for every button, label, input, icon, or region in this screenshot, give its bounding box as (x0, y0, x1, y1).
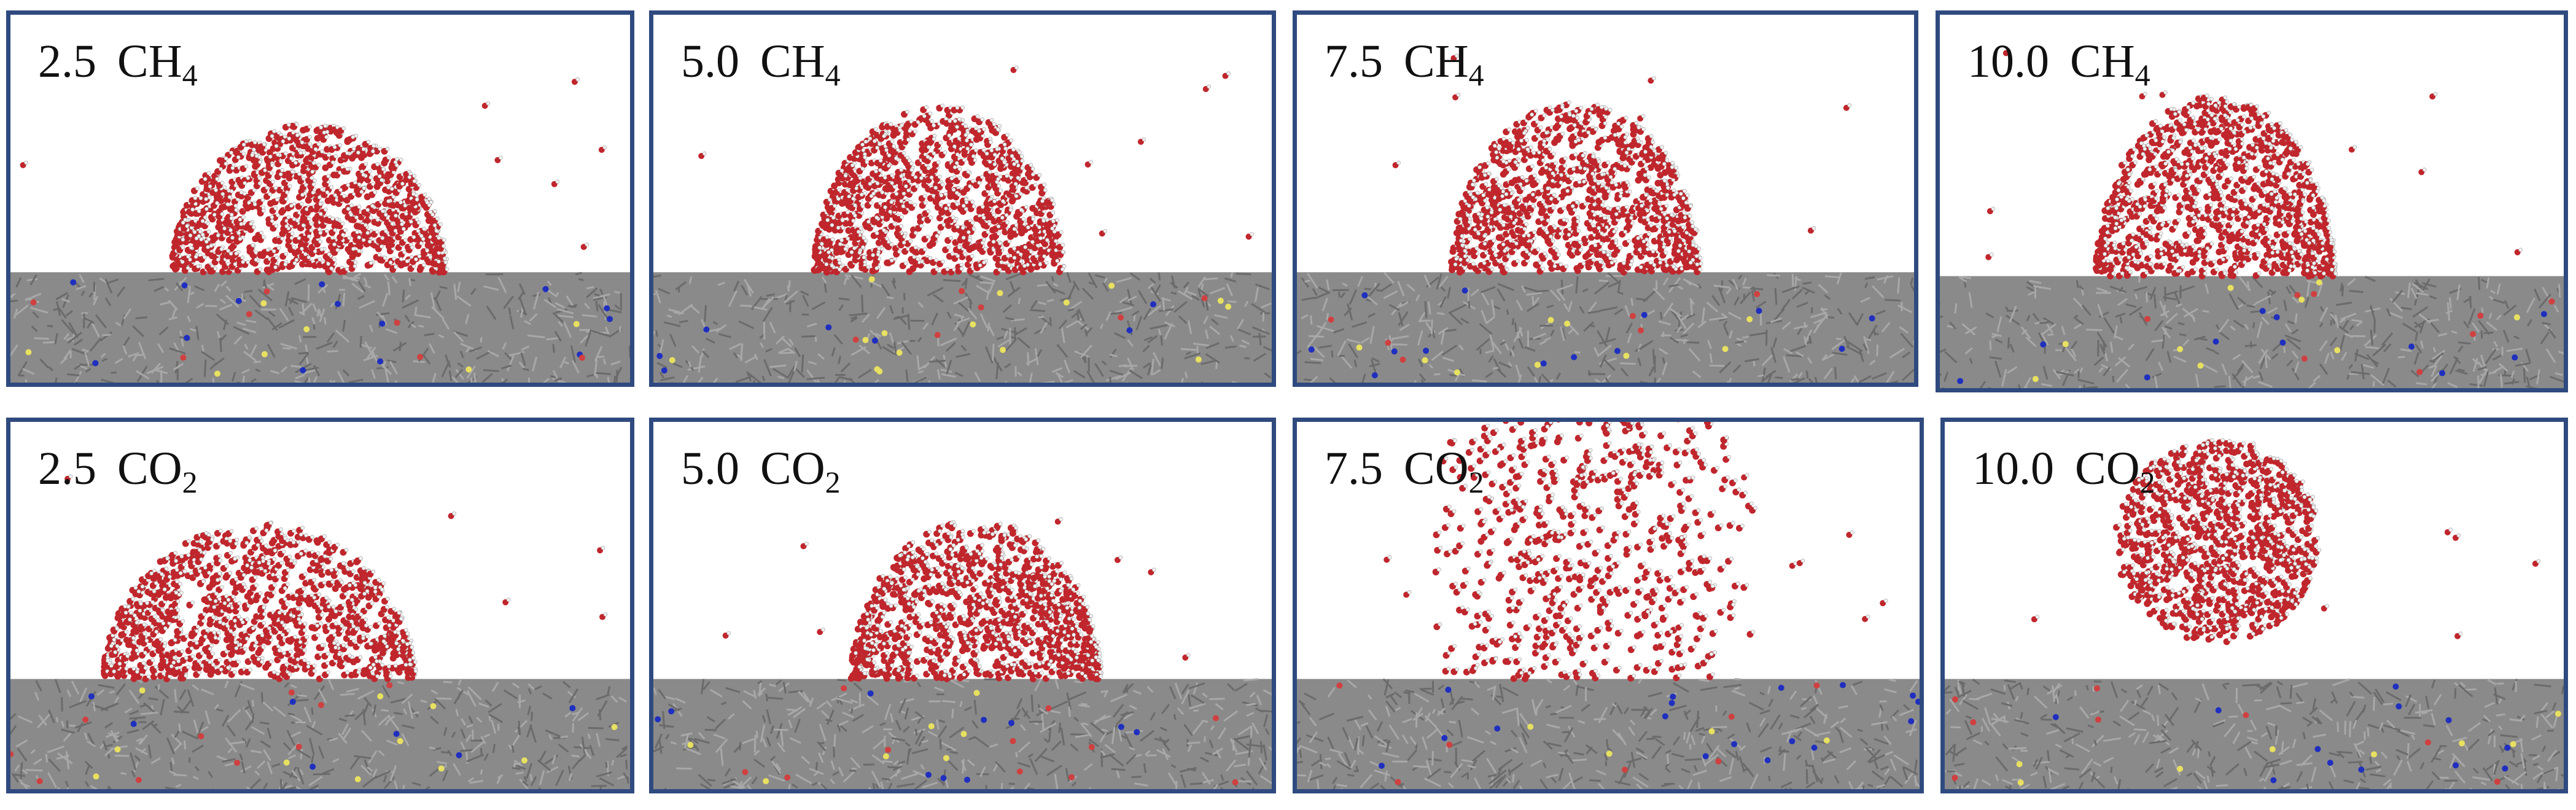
substrate-slab (1945, 678, 2564, 789)
substrate-slab (10, 271, 630, 383)
water-droplet (1392, 53, 1852, 276)
molecular-snapshot (1297, 53, 1914, 383)
panel-label: 10.0 CO2 (1972, 443, 2155, 499)
substrate-slab (10, 678, 630, 789)
panel-7.5-ch4: 7.5 CH4 (1293, 10, 1918, 387)
molecular-snapshot (10, 77, 630, 383)
panel-label: 2.5 CH4 (38, 36, 198, 92)
substrate-slab (1297, 271, 1914, 383)
panel-10.0-ch4: 10.0 CH4 (1936, 10, 2568, 392)
panel-5.0-ch4: 5.0 CH4 (649, 10, 1276, 387)
panel-5.0-co2: 5.0 CO2 (649, 418, 1276, 793)
panel-label: 10.0 CH4 (1967, 36, 2150, 92)
molecular-snapshot (653, 517, 1272, 789)
molecular-snapshot (10, 474, 630, 789)
water-droplet (722, 517, 1191, 682)
panel-2.5-ch4: 2.5 CH4 (6, 10, 634, 387)
water-droplet (1383, 422, 1888, 682)
panel-10.0-co2: 10.0 CO2 (1940, 418, 2568, 793)
panel-2.5-co2: 2.5 CO2 (6, 418, 634, 793)
water-droplet (698, 65, 1254, 276)
molecular-snapshot (1945, 438, 2564, 789)
panel-7.5-co2: 7.5 CO2 (1293, 418, 1924, 793)
water-droplet (64, 474, 608, 683)
substrate-slab (653, 678, 1272, 789)
molecular-snapshot (1297, 422, 1920, 789)
water-droplet (20, 77, 607, 276)
panel-label: 7.5 CH4 (1325, 36, 1484, 92)
substrate-slab (1297, 678, 1920, 789)
water-droplet (2031, 438, 2541, 645)
molecular-snapshot (1940, 49, 2564, 388)
panel-label: 7.5 CO2 (1325, 443, 1484, 499)
panel-label: 5.0 CH4 (681, 36, 841, 92)
substrate-slab (653, 272, 1272, 383)
molecular-snapshot (653, 65, 1272, 383)
panel-label: 2.5 CO2 (38, 443, 198, 499)
water-droplet (1985, 49, 2523, 280)
substrate-slab (1940, 276, 2564, 388)
panel-label: 5.0 CO2 (681, 443, 841, 499)
